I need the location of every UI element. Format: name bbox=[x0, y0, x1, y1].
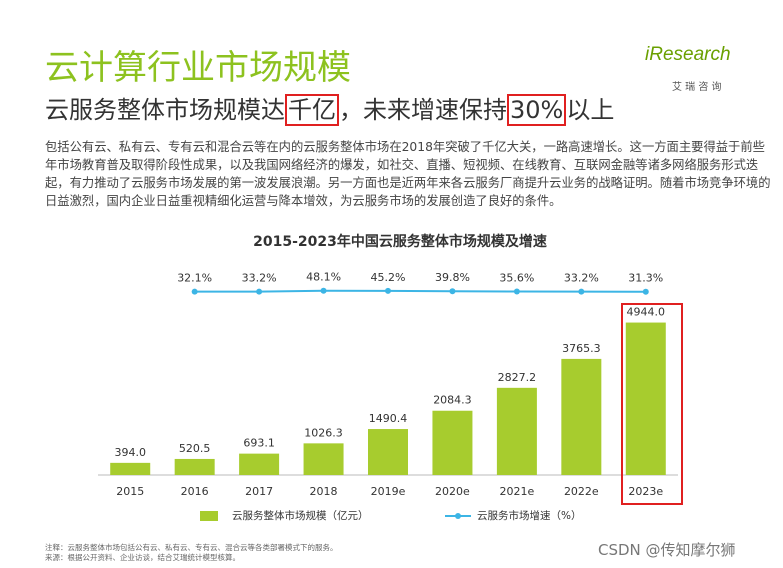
data-label: 39.8% bbox=[435, 271, 470, 284]
notes: 注释：云服务整体市场包括公有云、私有云、专有云、混合云等各类部署模式下的服务。 … bbox=[45, 543, 338, 563]
note: 注释：云服务整体市场包括公有云、私有云、专有云、混合云等各类部署模式下的服务。 bbox=[45, 543, 338, 552]
x-tick-label: 2017 bbox=[245, 485, 273, 498]
note: 来源：根据公开资料、企业访谈，结合艾瑞统计模型核算。 bbox=[45, 553, 240, 562]
bar bbox=[432, 410, 473, 475]
bar bbox=[368, 429, 408, 475]
slide-title: 云计算行业市场规模 bbox=[45, 48, 351, 88]
bar bbox=[561, 358, 602, 475]
x-tick-label: 2015 bbox=[116, 485, 144, 498]
data-label: 394.0 bbox=[114, 446, 146, 459]
legend-swatch bbox=[455, 513, 461, 519]
bar bbox=[174, 458, 215, 475]
data-label: 33.2% bbox=[242, 272, 277, 285]
subtitle-highlight: 千亿 bbox=[285, 94, 339, 126]
line-point bbox=[449, 288, 456, 295]
bar bbox=[303, 443, 344, 475]
data-label: 1026.3 bbox=[304, 426, 343, 439]
x-tick-label: 2020e bbox=[435, 485, 470, 498]
bar bbox=[110, 462, 151, 475]
logo: iResearch bbox=[645, 44, 731, 65]
logo-sub: 艾 瑞 咨 询 bbox=[672, 82, 722, 93]
data-label: 33.2% bbox=[564, 272, 599, 285]
x-tick-label: 2023e bbox=[628, 485, 663, 498]
data-label: 1490.4 bbox=[369, 412, 408, 425]
x-tick-label: 2016 bbox=[181, 485, 209, 498]
data-label: 45.2% bbox=[371, 271, 406, 284]
data-label: 693.1 bbox=[243, 437, 275, 450]
subtitle-part: 以上 bbox=[566, 96, 615, 124]
data-label: 32.1% bbox=[177, 272, 212, 285]
x-tick-label: 2021e bbox=[500, 485, 535, 498]
line-point bbox=[642, 288, 649, 295]
bar bbox=[625, 322, 666, 475]
x-tick-label: 2022e bbox=[564, 485, 599, 498]
line-point bbox=[320, 287, 327, 294]
line-point bbox=[578, 288, 585, 295]
data-label: 2084.3 bbox=[433, 394, 472, 407]
bar bbox=[496, 387, 537, 475]
legend-label: 云服务整体市场规模（亿元） bbox=[232, 509, 369, 522]
x-tick-label: 2018 bbox=[310, 485, 338, 498]
bar bbox=[239, 453, 280, 475]
subtitle-part: 云服务整体市场规模达 bbox=[45, 96, 285, 124]
line-point bbox=[385, 287, 391, 294]
legend-label: 云服务市场增速（%） bbox=[477, 509, 581, 522]
data-label: 3765.3 bbox=[562, 342, 601, 355]
line-point bbox=[191, 288, 198, 295]
line-point bbox=[513, 288, 520, 295]
chart-title: 2015-2023年中国云服务整体市场规模及增速 bbox=[253, 233, 547, 250]
subtitle-part: ，未来增速保持 bbox=[339, 96, 507, 124]
slide-subtitle: 云服务整体市场规模达 千亿 ，未来增速保持 30% 以上 bbox=[45, 90, 615, 126]
paragraph: 包括公有云、私有云、专有云和混合云等在内的云服务整体市场在2018年突破了千亿大… bbox=[45, 140, 771, 208]
data-label: 520.5 bbox=[179, 442, 211, 455]
legend-swatch bbox=[200, 511, 218, 521]
watermark: CSDN @传知摩尔狮 bbox=[598, 541, 736, 559]
data-label: 4944.0 bbox=[627, 306, 666, 319]
line-point bbox=[256, 288, 263, 295]
subtitle-highlight: 30% bbox=[507, 94, 567, 126]
data-label: 48.1% bbox=[306, 271, 341, 284]
data-label: 31.3% bbox=[628, 272, 663, 285]
data-label: 2827.2 bbox=[498, 371, 537, 384]
data-label: 35.6% bbox=[499, 271, 534, 284]
line bbox=[194, 289, 646, 293]
highlight-box bbox=[621, 303, 683, 505]
x-tick-label: 2019e bbox=[371, 485, 406, 498]
